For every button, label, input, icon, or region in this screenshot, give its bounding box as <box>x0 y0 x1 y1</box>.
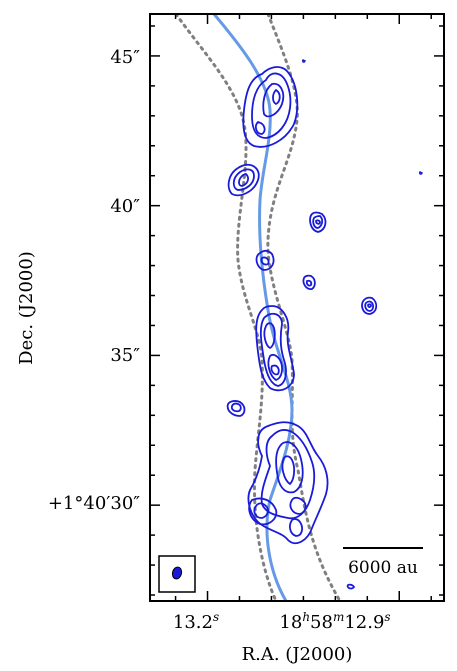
x-tick-label-13-2-unit: s <box>213 610 219 624</box>
contour-knot-north-mid <box>251 72 292 139</box>
x-tick-label-13-2: 13.2s <box>173 610 219 633</box>
contour-south-outer <box>247 421 329 545</box>
contour-knot-41-mid <box>232 168 255 191</box>
contour-south-west-lobe-inner <box>253 502 269 519</box>
beam-box <box>158 555 196 593</box>
contour-blob-c-outer <box>361 296 378 315</box>
contour-central-mid <box>259 312 287 387</box>
contour-south-core <box>281 455 296 486</box>
contour-speck-1 <box>302 58 307 63</box>
contour-south-east-lobe <box>289 496 307 515</box>
contour-south-west-lobe-outer <box>248 497 278 526</box>
contour-speck-2 <box>419 170 424 175</box>
y-tick-label-30: +1°40′30″ <box>48 493 140 514</box>
x-axis-title: R.A. (J2000) <box>242 644 353 665</box>
contour-central-inner-a <box>263 322 276 350</box>
contour-blob-b-inner <box>305 279 313 287</box>
contour-central-core <box>270 364 280 376</box>
contours <box>226 58 424 590</box>
y-ticks <box>150 25 444 596</box>
contour-central-inner-b <box>267 353 283 381</box>
y-axis-title: Dec. (J2000) <box>16 251 37 365</box>
y-tick-label-45: 45″ <box>110 47 140 68</box>
contour-knot-north-outer <box>242 66 299 148</box>
contour-blob-a-outer <box>309 211 327 233</box>
y-tick-label-35: 35″ <box>110 345 140 366</box>
contour-south-tail <box>289 518 303 537</box>
x-tick-label-hours-unit: h <box>302 610 310 624</box>
contour-blob-c-inner <box>367 303 372 308</box>
y-tick-label-40: 40″ <box>110 196 140 217</box>
contour-knot-41-outer <box>227 163 260 197</box>
x-tick-label-minutes: 58 <box>310 612 333 633</box>
contour-knot-north-core-a <box>272 88 281 106</box>
contour-blob-d-inner <box>230 402 242 413</box>
x-tick-label-hours: 18 <box>279 612 302 633</box>
beam-ellipse <box>171 566 183 580</box>
contour-knot-38-inner <box>260 256 270 266</box>
contour-blob-a-mid <box>312 215 324 229</box>
contour-blob-d-outer <box>226 400 246 417</box>
x-tick-label-seconds: 12.9 <box>344 612 384 633</box>
contour-knot-north-inner <box>262 82 285 118</box>
contour-blob-c-mid <box>364 300 375 312</box>
contour-knot-38-outer <box>255 249 275 271</box>
contour-blob-a-inner <box>315 219 321 225</box>
contour-central-outer <box>255 305 295 392</box>
envelope-left-curve <box>174 14 278 601</box>
x-ticks <box>174 14 432 601</box>
x-tick-label-13-2-value: 13.2 <box>173 612 213 633</box>
x-tick-label-seconds-unit: s <box>384 610 390 624</box>
plot-frame <box>149 13 445 602</box>
x-tick-label-12-9: 18h58m12.9s <box>279 610 390 633</box>
scalebar-label: 6000 au <box>348 558 418 578</box>
contour-blob-b-outer <box>302 274 316 290</box>
x-tick-label-minutes-unit: m <box>333 610 344 624</box>
contour-knot-north-core-b <box>255 121 266 135</box>
contour-knot-41-inner <box>238 173 249 187</box>
contour-speck-3 <box>346 583 356 590</box>
contour-south-inner <box>275 441 304 494</box>
jet-axis-curve <box>212 14 294 601</box>
